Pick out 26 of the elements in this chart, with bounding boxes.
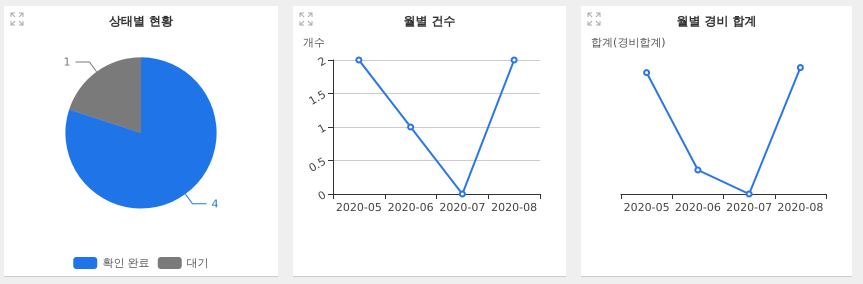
x-tick-label: 2020-08: [777, 201, 824, 214]
legend-label: 확인 완료: [102, 256, 150, 270]
y-tick-label: 1: [316, 121, 328, 136]
y-axis-title: 개수: [303, 36, 325, 49]
legend-label: 대기: [186, 256, 209, 270]
x-tick-label: 2020-08: [491, 201, 538, 214]
x-tick-label: 2020-05: [336, 201, 382, 214]
x-tick-label: 2020-06: [674, 201, 721, 214]
data-label: 4: [211, 197, 218, 210]
chart-title: 월별 경비 합계: [676, 14, 757, 28]
x-tick-label: 2020-07: [726, 201, 772, 214]
x-tick-label: 2020-07: [439, 201, 486, 214]
x-tick-label: 2020-06: [388, 201, 434, 214]
y-tick-label: 0.5: [306, 154, 328, 175]
y-tick-label: 0: [316, 188, 328, 204]
point: [643, 69, 650, 76]
y-axis-title: 합계(경비합계): [591, 36, 666, 49]
x-tick-label: 2020-05: [624, 201, 670, 214]
point: [746, 190, 753, 198]
chart-title: 월별 건수: [403, 14, 456, 28]
point: [694, 166, 702, 174]
data-label: 1: [64, 56, 71, 69]
chart-title: 상태별 현황: [108, 14, 174, 28]
y-tick-label: 1.5: [306, 88, 328, 108]
point: [796, 64, 804, 72]
y-tick-label: 2: [316, 54, 328, 70]
